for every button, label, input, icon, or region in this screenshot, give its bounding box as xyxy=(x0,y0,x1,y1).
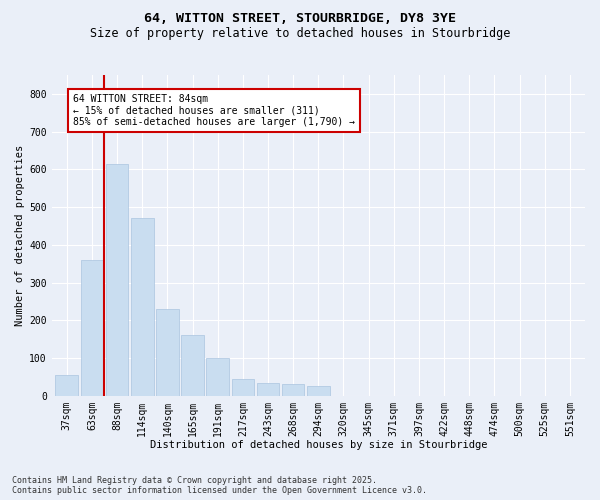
Text: 64, WITTON STREET, STOURBRIDGE, DY8 3YE: 64, WITTON STREET, STOURBRIDGE, DY8 3YE xyxy=(144,12,456,26)
Bar xyxy=(156,309,179,396)
Bar xyxy=(307,386,329,396)
X-axis label: Distribution of detached houses by size in Stourbridge: Distribution of detached houses by size … xyxy=(149,440,487,450)
Text: 64 WITTON STREET: 84sqm
← 15% of detached houses are smaller (311)
85% of semi-d: 64 WITTON STREET: 84sqm ← 15% of detache… xyxy=(73,94,355,128)
Bar xyxy=(55,375,78,396)
Text: Size of property relative to detached houses in Stourbridge: Size of property relative to detached ho… xyxy=(90,28,510,40)
Bar xyxy=(131,218,154,396)
Bar xyxy=(181,336,204,396)
Bar xyxy=(206,358,229,396)
Bar xyxy=(80,260,103,396)
Bar xyxy=(282,384,304,396)
Bar xyxy=(106,164,128,396)
Bar xyxy=(232,378,254,396)
Bar xyxy=(257,382,280,396)
Y-axis label: Number of detached properties: Number of detached properties xyxy=(15,144,25,326)
Text: Contains HM Land Registry data © Crown copyright and database right 2025.
Contai: Contains HM Land Registry data © Crown c… xyxy=(12,476,427,495)
